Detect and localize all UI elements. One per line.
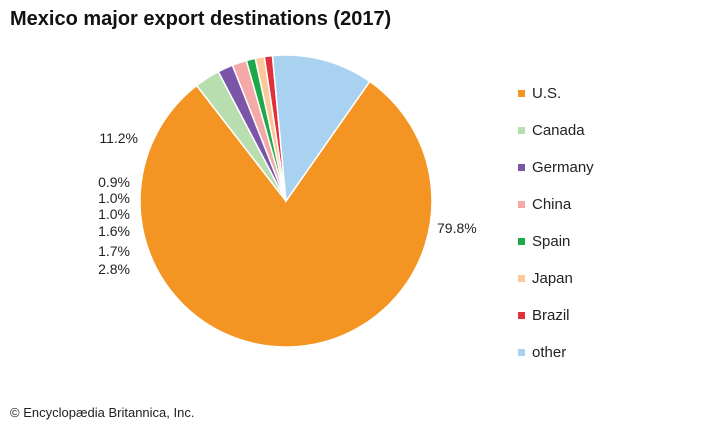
legend-item-brazil: Brazil — [518, 297, 594, 334]
legend-item-spain: Spain — [518, 223, 594, 260]
legend-swatch — [518, 275, 525, 282]
pie-label-japan: 1.0% — [98, 190, 130, 206]
legend-swatch — [518, 127, 525, 134]
pie-label-spain: 1.0% — [98, 206, 130, 222]
chart-title: Mexico major export destinations (2017) — [10, 8, 392, 30]
legend-swatch — [518, 312, 525, 319]
pie-label-china: 1.6% — [98, 223, 130, 239]
legend-label: Spain — [532, 233, 571, 250]
legend-label: Japan — [532, 270, 573, 287]
legend-label: Canada — [532, 122, 585, 139]
legend-label: Brazil — [532, 307, 570, 324]
legend-item-u-s: U.S. — [518, 75, 594, 112]
legend-swatch — [518, 90, 525, 97]
legend-item-china: China — [518, 186, 594, 223]
pie-label-u-s: 79.8% — [437, 220, 477, 236]
pie-label-germany: 1.7% — [98, 243, 130, 259]
pie-label-brazil: 0.9% — [98, 174, 130, 190]
copyright-credit: © Encyclopædia Britannica, Inc. — [10, 405, 195, 420]
legend-item-canada: Canada — [518, 112, 594, 149]
legend-label: other — [532, 344, 567, 361]
legend-label: China — [532, 196, 572, 213]
legend-swatch — [518, 164, 525, 171]
legend-swatch — [518, 201, 525, 208]
pie-slice-u-s — [139, 80, 433, 348]
pie-labels: 79.8%2.8%1.7%1.6%1.0%1.0%0.9%11.2% — [98, 130, 477, 277]
pie-slices — [139, 54, 433, 348]
pie-label-canada: 2.8% — [98, 261, 130, 277]
legend-item-japan: Japan — [518, 260, 594, 297]
legend-item-germany: Germany — [518, 149, 594, 186]
legend-label: U.S. — [532, 85, 562, 102]
legend-label: Germany — [532, 159, 594, 176]
chart-legend: U.S. Canada Germany China Spain Japan Brazil ot… — [518, 75, 594, 371]
pie-label-other: 11.2% — [99, 130, 138, 146]
pie-slice-other — [271, 54, 371, 204]
legend-item-other: other — [518, 334, 594, 371]
legend-swatch — [518, 349, 525, 356]
legend-swatch — [518, 238, 525, 245]
